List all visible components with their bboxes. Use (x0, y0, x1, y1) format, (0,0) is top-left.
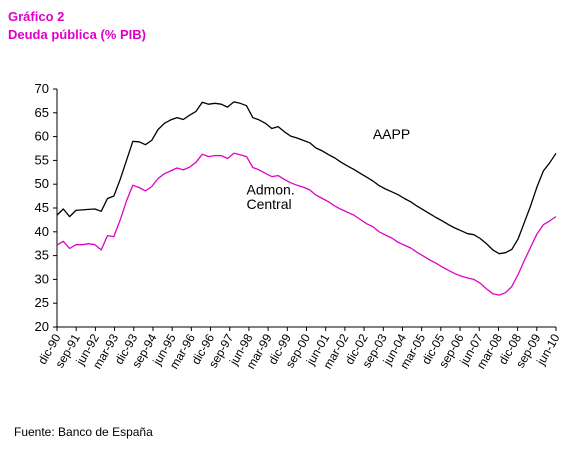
y-tick-label: 30 (35, 271, 49, 286)
series-line-aapp (56, 101, 557, 255)
y-tick-label: 45 (35, 200, 49, 215)
y-tick-label: 35 (35, 248, 49, 263)
y-tick-label: 50 (35, 176, 49, 191)
y-tick-label: 40 (35, 224, 49, 239)
y-tick-label: 70 (35, 81, 49, 96)
series-annotation: Central (246, 196, 291, 212)
series-annotation: AAPP (373, 126, 410, 142)
chart-label: Gráfico 2 (8, 9, 65, 24)
series-line-admon-central (56, 152, 557, 296)
source-note: Fuente: Banco de España (14, 425, 153, 439)
y-tick-label: 60 (35, 129, 49, 144)
title-block: Gráfico 2 Deuda pública (% PIB) (8, 8, 146, 44)
y-tick-label: 65 (35, 105, 49, 120)
y-tick-label: 20 (35, 319, 49, 334)
series-annotation: Admon. (246, 182, 294, 198)
y-tick-label: 25 (35, 295, 49, 310)
y-tick-label: 55 (35, 152, 49, 167)
chart-title: Deuda pública (% PIB) (8, 27, 146, 42)
